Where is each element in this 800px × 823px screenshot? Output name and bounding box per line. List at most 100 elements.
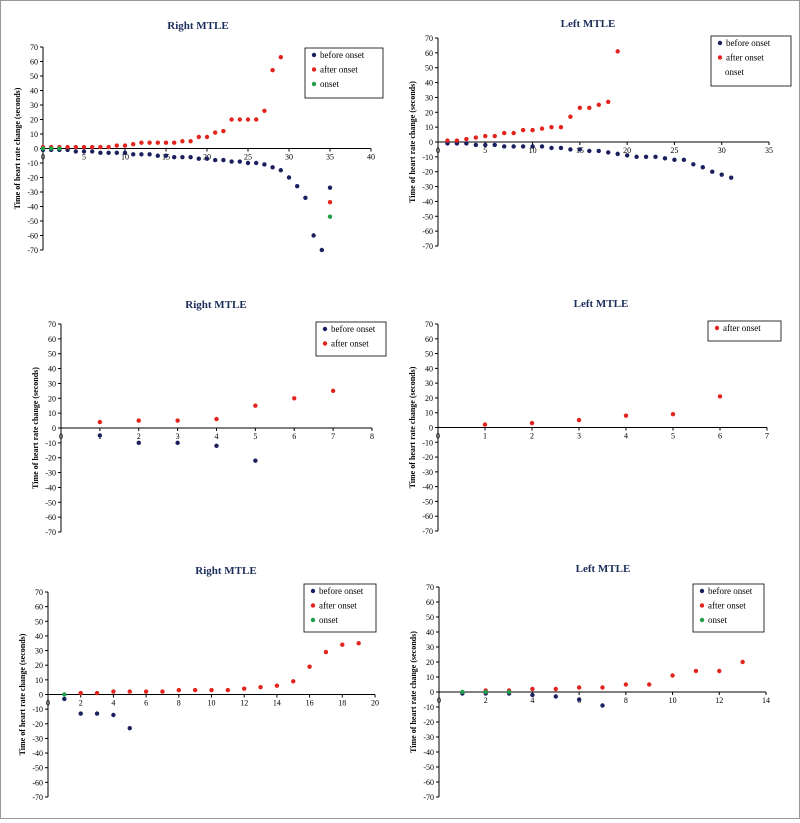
x-tick-label: 10 xyxy=(529,146,537,155)
data-point-before xyxy=(681,157,687,163)
data-point-after xyxy=(214,416,219,422)
data-point-onset xyxy=(49,146,54,151)
data-point-before xyxy=(163,153,169,158)
legend-marker-onset xyxy=(310,617,316,623)
data-point-after xyxy=(553,686,558,692)
data-point-before xyxy=(254,160,259,166)
y-tick-label: 10 xyxy=(30,130,38,139)
y-tick-label: -20 xyxy=(45,454,56,463)
y-tick-label: -70 xyxy=(422,242,433,251)
data-point-after xyxy=(180,139,185,144)
y-tick-label: -20 xyxy=(32,720,43,729)
data-point-after xyxy=(539,126,545,131)
data-point-before xyxy=(180,155,185,160)
data-point-before xyxy=(553,694,558,699)
data-point-after xyxy=(147,140,152,145)
y-tick-label: -70 xyxy=(422,527,433,536)
legend-marker-before xyxy=(311,52,317,58)
data-point-after xyxy=(209,687,214,693)
data-point-after xyxy=(139,140,144,145)
y-tick-label: 0 xyxy=(430,688,434,697)
data-point-before xyxy=(237,159,242,164)
data-point-before xyxy=(520,144,526,149)
y-tick-label: 40 xyxy=(425,79,433,88)
x-tick-label: 0 xyxy=(46,699,50,708)
data-point-before xyxy=(539,144,545,149)
y-tick-label: -20 xyxy=(423,718,434,727)
legend-label: before onset xyxy=(708,586,753,596)
data-point-after xyxy=(196,134,201,140)
data-point-after xyxy=(258,684,263,690)
data-point-before xyxy=(94,711,100,716)
x-tick-label: 6 xyxy=(144,699,148,708)
data-point-after xyxy=(221,128,226,134)
y-tick-label: -10 xyxy=(422,438,433,447)
y-tick-label: -30 xyxy=(27,188,38,197)
legend-box xyxy=(707,320,782,342)
data-point-before xyxy=(221,157,226,163)
y-tick-label: 30 xyxy=(48,379,56,388)
data-point-after xyxy=(229,117,234,122)
x-tick-label: 0 xyxy=(437,696,441,705)
data-point-before xyxy=(139,152,144,157)
data-point-before xyxy=(596,148,601,154)
x-tick-label: 20 xyxy=(623,146,631,155)
data-point-after xyxy=(90,144,95,150)
data-point-before xyxy=(502,144,507,149)
data-point-after xyxy=(213,130,218,135)
y-tick-label: -40 xyxy=(45,483,56,492)
data-point-after xyxy=(647,682,652,687)
legend-label: before onset xyxy=(319,586,364,596)
y-tick-label: 0 xyxy=(52,424,56,433)
chart-title: Right MTLE xyxy=(167,20,228,32)
data-point-before xyxy=(155,153,160,158)
data-point-after xyxy=(122,143,128,148)
y-tick-label: -40 xyxy=(423,748,434,757)
y-tick-label: -30 xyxy=(422,468,433,477)
data-point-after xyxy=(307,664,312,669)
y-tick-label: 20 xyxy=(425,108,433,117)
data-point-onset xyxy=(327,214,333,219)
chart-title: Right MTLE xyxy=(195,565,256,577)
data-point-before xyxy=(492,142,497,148)
legend-marker-onset xyxy=(311,81,317,87)
chart-panel-6: Left MTLE-70-60-50-40-30-20-100102030405… xyxy=(409,563,770,802)
y-tick-label: -20 xyxy=(422,453,433,462)
x-tick-label: 30 xyxy=(285,153,293,162)
data-point-onset xyxy=(62,692,67,697)
y-axis-label: Time of heart rate change (seconds) xyxy=(31,367,40,489)
x-tick-label: 10 xyxy=(208,699,216,708)
x-tick-label: 14 xyxy=(762,696,770,705)
data-point-before xyxy=(270,165,275,170)
x-tick-label: 8 xyxy=(370,432,374,441)
data-point-after xyxy=(740,659,745,665)
y-tick-label: 40 xyxy=(425,364,433,373)
chart-panel-1: Right MTLE-70-60-50-40-30-20-10010203040… xyxy=(13,20,384,255)
data-point-after xyxy=(225,687,231,693)
y-tick-label: 0 xyxy=(34,145,38,154)
legend-marker-after xyxy=(310,603,316,608)
data-point-after xyxy=(576,685,582,690)
y-tick-label: 40 xyxy=(35,632,43,641)
data-point-after xyxy=(254,117,259,122)
data-point-before xyxy=(62,696,67,702)
data-point-before xyxy=(327,185,333,190)
y-axis-label: Time of heart rate change (seconds) xyxy=(409,631,418,753)
y-tick-label: 60 xyxy=(48,335,56,344)
y-tick-label: 10 xyxy=(426,673,434,682)
y-tick-label: -30 xyxy=(423,733,434,742)
chart-title: Right MTLE xyxy=(185,299,246,311)
data-point-after xyxy=(670,673,675,678)
data-point-after xyxy=(262,108,267,114)
data-point-after xyxy=(327,199,333,205)
y-tick-label: -30 xyxy=(45,469,56,478)
data-point-after xyxy=(291,679,296,684)
data-point-after xyxy=(670,411,676,417)
y-tick-label: 60 xyxy=(425,335,433,344)
data-point-after xyxy=(445,138,450,143)
y-tick-label: -60 xyxy=(423,778,434,787)
data-point-after xyxy=(530,127,535,133)
y-tick-label: 30 xyxy=(426,643,434,652)
data-point-after xyxy=(245,117,251,122)
